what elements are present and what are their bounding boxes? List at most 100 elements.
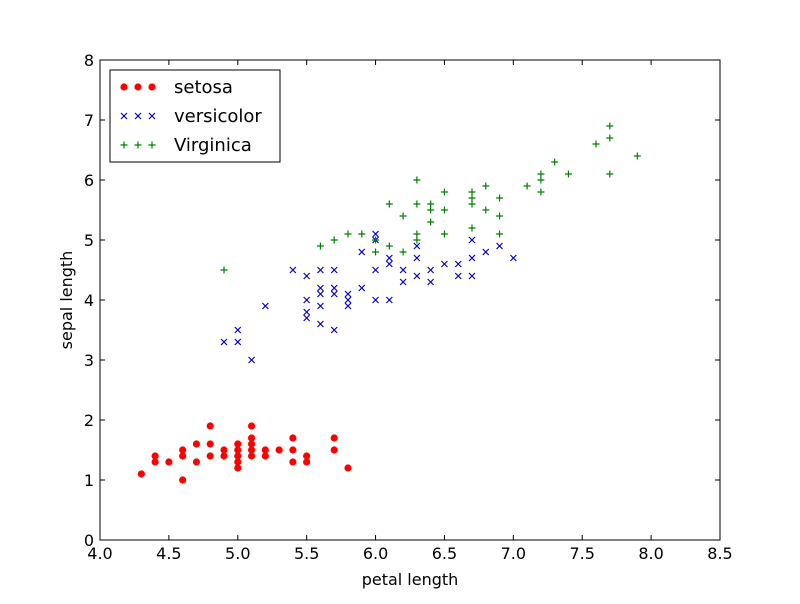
y-tick-label: 2 <box>84 411 94 430</box>
point-virginica <box>440 230 448 238</box>
point-versicolor <box>427 278 435 286</box>
point-versicolor <box>413 242 421 250</box>
legend-marker-versicolor <box>148 112 156 120</box>
point-versicolor <box>496 242 503 250</box>
point-setosa <box>179 446 187 454</box>
point-versicolor <box>482 248 490 256</box>
point-setosa <box>330 446 338 454</box>
point-virginica <box>537 176 545 184</box>
point-versicolor <box>413 272 421 280</box>
y-tick-label: 8 <box>84 51 94 70</box>
point-setosa <box>179 452 187 460</box>
point-versicolor <box>317 284 324 292</box>
legend-marker-virginica <box>134 141 142 149</box>
point-versicolor <box>468 272 476 280</box>
point-setosa <box>151 452 159 460</box>
point-versicolor <box>220 338 228 346</box>
point-setosa <box>275 446 283 454</box>
point-versicolor <box>385 296 393 304</box>
point-setosa <box>192 458 201 466</box>
point-virginica <box>564 170 572 178</box>
legend-label-setosa: setosa <box>174 77 233 98</box>
point-versicolor <box>427 266 435 274</box>
legend-marker-setosa <box>120 83 128 91</box>
point-setosa <box>234 464 242 472</box>
point-versicolor <box>330 326 338 334</box>
legend-marker-setosa <box>148 83 156 91</box>
legend-marker-setosa <box>134 83 142 91</box>
point-virginica <box>385 200 393 208</box>
point-virginica <box>316 242 324 250</box>
point-setosa <box>303 452 311 460</box>
point-setosa <box>234 458 242 466</box>
legend-label-versicolor: versicolor <box>174 106 262 127</box>
point-setosa <box>330 434 338 442</box>
point-setosa <box>261 446 269 454</box>
point-setosa <box>289 434 297 442</box>
point-versicolor <box>261 302 269 310</box>
point-versicolor <box>330 266 338 274</box>
point-versicolor <box>317 320 324 328</box>
point-versicolor <box>468 236 476 244</box>
point-versicolor <box>317 302 324 310</box>
point-versicolor <box>358 248 366 256</box>
point-virginica <box>372 248 380 256</box>
point-versicolor <box>248 356 255 364</box>
point-virginica <box>606 170 614 178</box>
y-tick-label: 0 <box>84 531 94 550</box>
y-tick-label: 5 <box>84 231 94 250</box>
point-versicolor <box>372 296 379 304</box>
x-tick-label: 5.5 <box>294 544 319 563</box>
legend-marker-versicolor <box>120 112 128 120</box>
x-tick-label: 6.0 <box>363 544 388 563</box>
point-virginica <box>592 140 600 148</box>
x-tick-label: 7.5 <box>569 544 594 563</box>
y-tick-label: 4 <box>84 291 94 310</box>
point-virginica <box>358 230 366 238</box>
point-virginica <box>427 218 435 226</box>
point-versicolor <box>330 284 338 292</box>
point-versicolor <box>289 266 297 274</box>
legend-marker-virginica <box>148 141 156 149</box>
point-setosa <box>165 458 173 466</box>
point-versicolor <box>303 308 311 316</box>
point-virginica <box>537 188 545 196</box>
point-versicolor <box>317 290 324 298</box>
point-setosa <box>206 422 214 430</box>
point-virginica <box>427 206 435 214</box>
y-tick-label: 3 <box>84 351 94 370</box>
point-virginica <box>482 206 490 214</box>
point-versicolor <box>344 290 352 298</box>
point-versicolor <box>344 302 352 310</box>
point-versicolor <box>303 296 311 304</box>
point-setosa <box>303 458 311 466</box>
point-setosa <box>234 446 242 454</box>
y-tick-label: 1 <box>84 471 94 490</box>
point-versicolor <box>317 266 324 274</box>
y-tick-label: 7 <box>84 111 94 130</box>
y-axis-label: sepal length <box>57 251 76 350</box>
point-versicolor <box>385 254 393 262</box>
point-setosa <box>234 452 242 460</box>
point-virginica <box>496 212 504 220</box>
point-virginica <box>413 236 421 244</box>
point-versicolor <box>303 272 311 280</box>
point-virginica <box>468 200 476 208</box>
point-virginica <box>440 188 448 196</box>
point-virginica <box>385 242 393 250</box>
y-tick-label: 6 <box>84 171 94 190</box>
point-versicolor <box>509 254 517 262</box>
x-axis-label: petal length <box>362 570 459 589</box>
x-tick-label: 7.0 <box>501 544 526 563</box>
point-virginica <box>468 188 476 196</box>
point-versicolor <box>454 272 462 280</box>
legend: setosa versicolor Virginica <box>109 69 281 163</box>
point-virginica <box>413 230 421 238</box>
x-tick-label: 5.0 <box>225 544 250 563</box>
point-versicolor <box>454 260 462 268</box>
point-setosa <box>220 446 228 454</box>
point-versicolor <box>330 290 338 298</box>
point-virginica <box>537 170 545 178</box>
